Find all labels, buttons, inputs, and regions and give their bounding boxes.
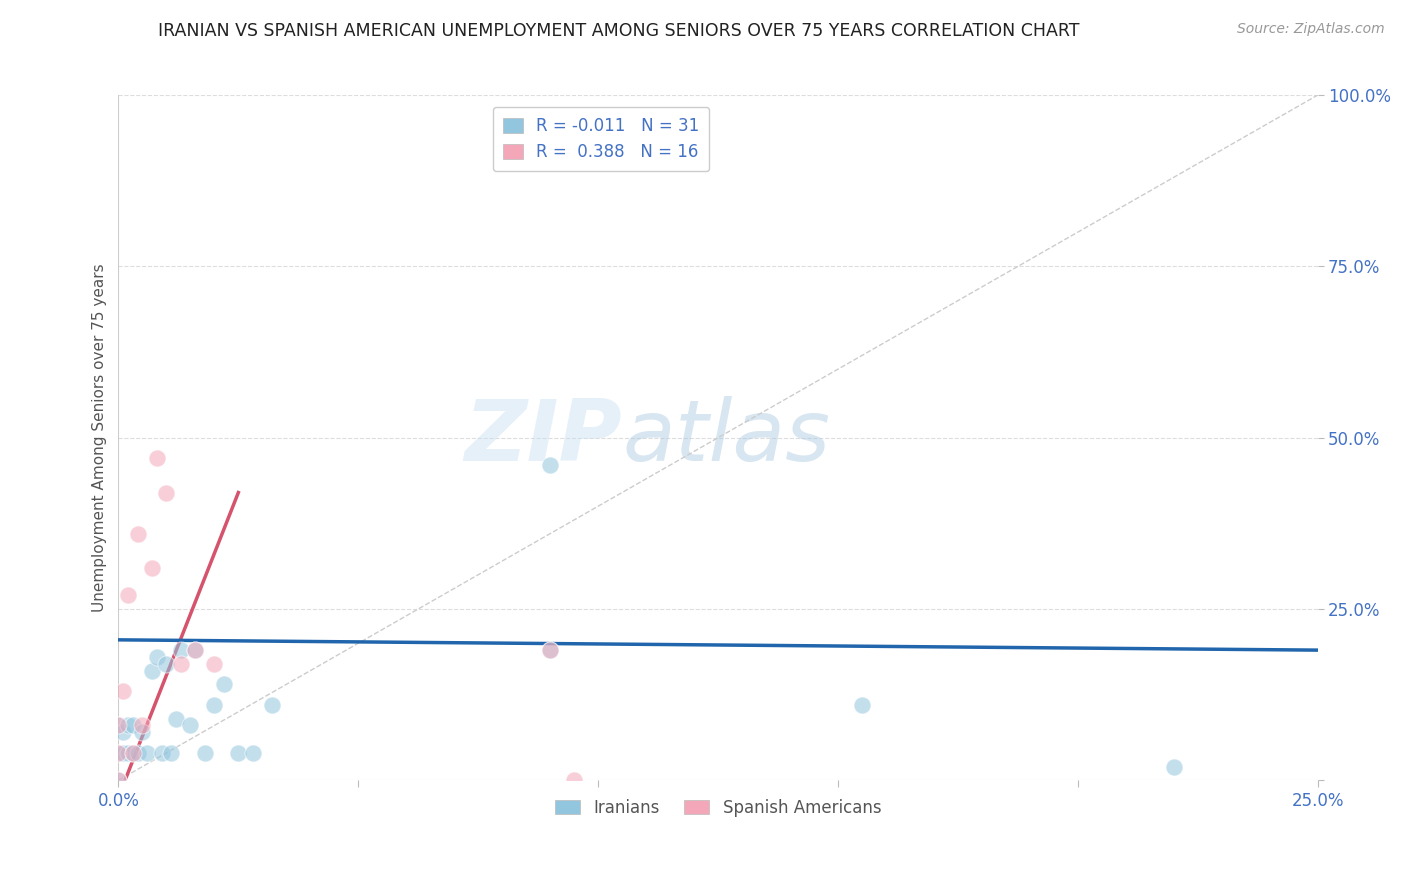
Point bbox=[202, 657, 225, 671]
Y-axis label: Unemployment Among Seniors over 75 years: Unemployment Among Seniors over 75 years bbox=[93, 263, 107, 612]
Point bbox=[141, 561, 163, 575]
Point bbox=[170, 657, 193, 671]
Point bbox=[155, 657, 177, 671]
Point bbox=[538, 643, 561, 657]
Point bbox=[202, 698, 225, 712]
Point bbox=[242, 746, 264, 760]
Point bbox=[170, 643, 193, 657]
Point bbox=[1163, 759, 1185, 773]
Point bbox=[107, 746, 129, 760]
Point bbox=[146, 650, 169, 665]
Point bbox=[146, 451, 169, 466]
Point bbox=[160, 746, 183, 760]
Point bbox=[260, 698, 283, 712]
Point bbox=[155, 485, 177, 500]
Point bbox=[121, 746, 143, 760]
Point bbox=[538, 643, 561, 657]
Text: ZIP: ZIP bbox=[464, 396, 621, 479]
Point bbox=[184, 643, 207, 657]
Point bbox=[117, 746, 139, 760]
Point bbox=[184, 643, 207, 657]
Point bbox=[121, 718, 143, 732]
Point bbox=[107, 773, 129, 788]
Point bbox=[165, 712, 187, 726]
Point bbox=[107, 718, 129, 732]
Point bbox=[851, 698, 873, 712]
Point bbox=[136, 746, 159, 760]
Text: IRANIAN VS SPANISH AMERICAN UNEMPLOYMENT AMONG SENIORS OVER 75 YEARS CORRELATION: IRANIAN VS SPANISH AMERICAN UNEMPLOYMENT… bbox=[157, 22, 1080, 40]
Text: atlas: atlas bbox=[621, 396, 830, 479]
Legend: Iranians, Spanish Americans: Iranians, Spanish Americans bbox=[548, 792, 889, 823]
Point bbox=[179, 718, 201, 732]
Point bbox=[117, 588, 139, 602]
Point bbox=[141, 664, 163, 678]
Point bbox=[194, 746, 217, 760]
Point bbox=[562, 773, 585, 788]
Point bbox=[131, 718, 153, 732]
Point bbox=[112, 725, 135, 739]
Point bbox=[107, 746, 129, 760]
Point bbox=[112, 684, 135, 698]
Point bbox=[131, 725, 153, 739]
Point bbox=[117, 718, 139, 732]
Point bbox=[112, 746, 135, 760]
Point bbox=[107, 718, 129, 732]
Point bbox=[121, 746, 143, 760]
Point bbox=[127, 746, 149, 760]
Point bbox=[212, 677, 235, 691]
Point bbox=[127, 526, 149, 541]
Point bbox=[107, 773, 129, 788]
Text: Source: ZipAtlas.com: Source: ZipAtlas.com bbox=[1237, 22, 1385, 37]
Point bbox=[228, 746, 250, 760]
Point bbox=[538, 458, 561, 472]
Point bbox=[150, 746, 173, 760]
